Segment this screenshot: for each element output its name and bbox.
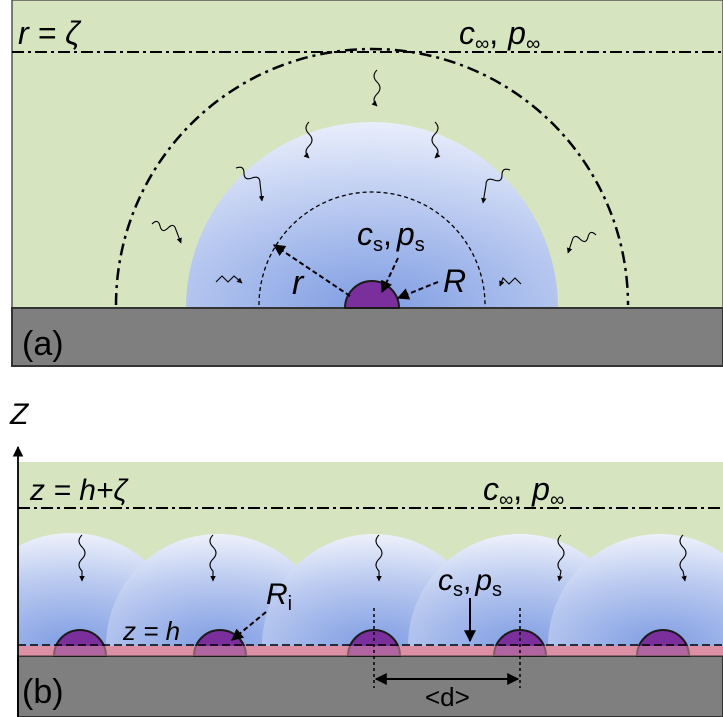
- far-field-label-b: c∞, p∞: [483, 471, 564, 511]
- substrate-b: [17, 655, 723, 717]
- panel-label-a: (a): [22, 325, 64, 363]
- z-axis-label: Z: [9, 398, 30, 431]
- radius-R-label: R: [443, 263, 466, 299]
- surface-conc-arrow-a: [381, 257, 399, 294]
- surface-label-b: cs, ps: [438, 564, 502, 601]
- radius-ri-label: Ri: [266, 578, 292, 615]
- diffusion-cloud-a: [186, 122, 558, 308]
- radius-r-arrow: [273, 244, 351, 297]
- inner-dashed-arc: [258, 191, 486, 306]
- radius-R-arrow: [396, 281, 439, 300]
- boundary-label-a: r = ζ: [18, 15, 82, 51]
- outer-dashdot-arc: [114, 47, 630, 306]
- panel-b: Z z = h+ζ c∞, p∞ cs, ps Ri z = h <d>: [9, 398, 723, 717]
- panel-label-b: (b): [22, 673, 64, 711]
- diffusion-clouds-b: [18, 533, 723, 646]
- substrate-a: [11, 307, 723, 367]
- boundary-label-b: z = h+ζ: [29, 474, 129, 507]
- radius-ri-arrow: [231, 611, 267, 641]
- flux-arrows-a: [151, 69, 597, 287]
- spacing-label: <d>: [425, 682, 470, 712]
- far-field-label-a: c∞, p∞: [459, 15, 540, 55]
- surface-label-a: cs, ps: [357, 216, 425, 256]
- height-h-label: z = h: [122, 616, 180, 646]
- radius-r-label: r: [292, 264, 305, 302]
- boundary-layer-overlay: [18, 646, 723, 656]
- panel-a: r = ζ c∞, p∞ cs, ps r R (a): [11, 0, 723, 367]
- flux-arrows-b: [78, 534, 687, 582]
